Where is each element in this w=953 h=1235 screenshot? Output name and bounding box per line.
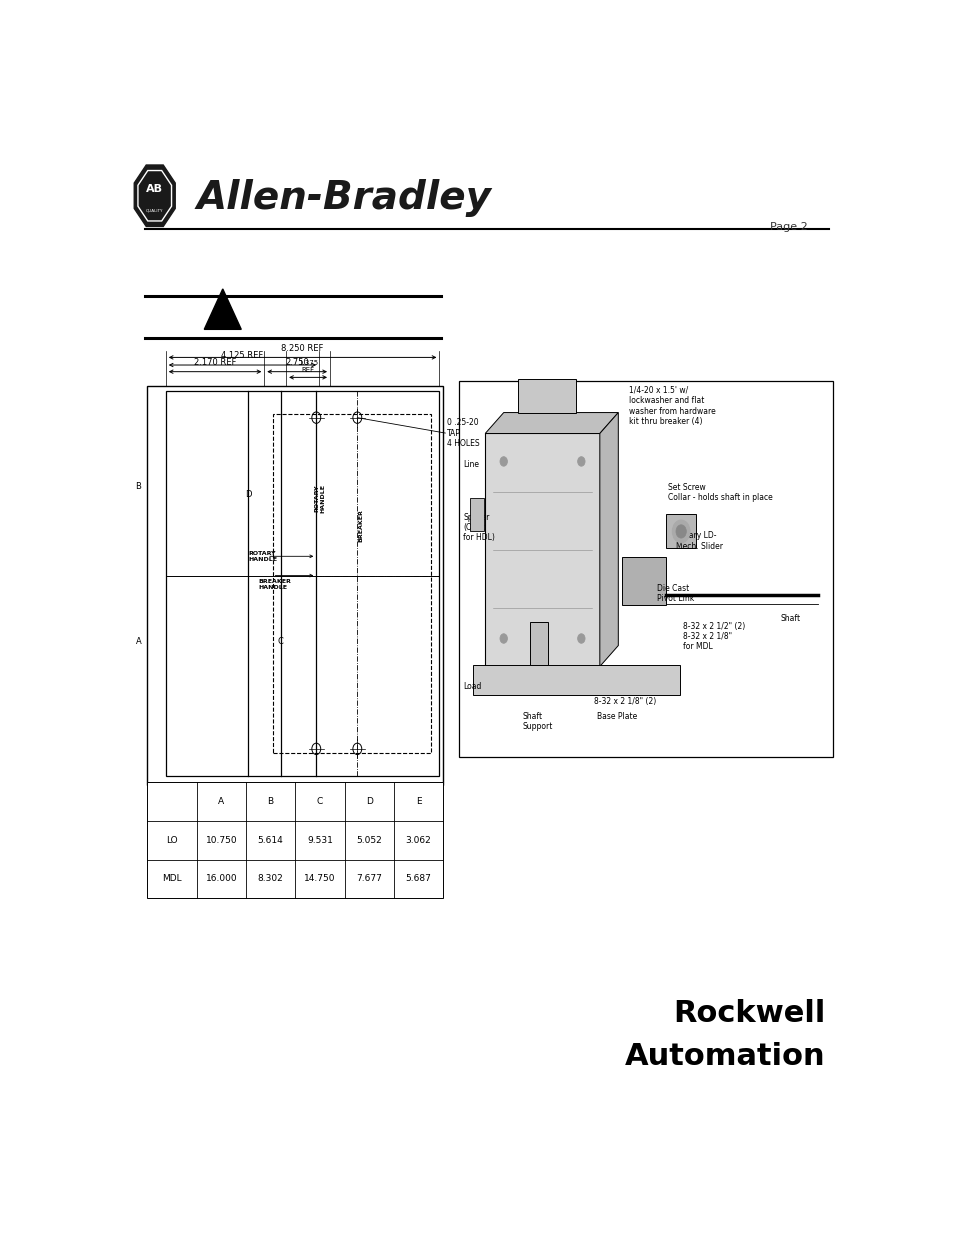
Bar (665, 514, 696, 547)
Circle shape (499, 634, 507, 643)
Polygon shape (485, 412, 618, 433)
Text: 14.750: 14.750 (304, 874, 335, 883)
Text: 5.687: 5.687 (405, 874, 431, 883)
Text: Allen-Bradley: Allen-Bradley (196, 179, 492, 216)
Bar (470, 498, 483, 531)
Circle shape (499, 457, 507, 466)
Text: Die Cast
Pivot Link: Die Cast Pivot Link (657, 584, 694, 604)
Text: B: B (135, 483, 141, 492)
Text: D: D (365, 798, 373, 806)
Bar (147, 783, 442, 898)
Bar (459, 382, 832, 757)
Text: Load: Load (462, 682, 481, 690)
Text: Set Screw
Collar - holds shaft in place: Set Screw Collar - holds shaft in place (668, 483, 772, 501)
Text: 8.302: 8.302 (257, 874, 283, 883)
Bar (166, 390, 439, 776)
Text: MDL: MDL (162, 874, 182, 883)
Bar (273, 414, 431, 752)
Text: Circuit
Breaker: Circuit Breaker (533, 385, 562, 405)
Bar (621, 557, 665, 605)
Text: A: A (135, 636, 141, 646)
Text: 5.614: 5.614 (257, 836, 283, 845)
Polygon shape (599, 412, 618, 667)
Circle shape (672, 520, 689, 543)
Bar (147, 385, 442, 785)
Text: C: C (277, 636, 283, 646)
Text: LO: LO (166, 836, 177, 845)
Circle shape (577, 457, 584, 466)
Text: 3.062: 3.062 (405, 836, 431, 845)
Text: Shaft: Shaft (780, 614, 800, 624)
Text: D: D (244, 490, 251, 499)
Text: C: C (316, 798, 323, 806)
Text: BREAKER: BREAKER (358, 509, 363, 542)
Text: QUALITY: QUALITY (146, 207, 163, 212)
Text: 8-32 x 2 1/2" (2)
8-32 x 2 1/8"
for MDL: 8-32 x 2 1/2" (2) 8-32 x 2 1/8" for MDL (682, 621, 745, 651)
Text: ROTARY
HANDLE: ROTARY HANDLE (314, 484, 325, 513)
Text: 2.750: 2.750 (285, 358, 309, 367)
Text: 2.170 REF: 2.170 REF (193, 358, 236, 367)
Text: AB: AB (146, 184, 163, 194)
Text: 0 .25-20
TAP
4 HOLES: 0 .25-20 TAP 4 HOLES (446, 419, 479, 448)
Text: Line: Line (462, 461, 478, 469)
Text: 5.052: 5.052 (355, 836, 381, 845)
Text: 8-32 x 2 1/8" (2): 8-32 x 2 1/8" (2) (593, 697, 656, 705)
Bar (472, 664, 679, 695)
Polygon shape (134, 165, 175, 226)
Text: 10.750: 10.750 (205, 836, 237, 845)
Text: E: E (416, 798, 421, 806)
Text: Rotary LD-
Mech. Slider: Rotary LD- Mech. Slider (675, 531, 722, 551)
Text: Rockwell: Rockwell (672, 999, 824, 1028)
Text: Spacer
(Omit
for HDL): Spacer (Omit for HDL) (462, 513, 495, 542)
Text: 1.375
REF: 1.375 REF (297, 359, 317, 373)
Polygon shape (204, 289, 241, 330)
Bar (485, 433, 599, 667)
Bar (518, 379, 576, 412)
Text: Base Plate: Base Plate (597, 711, 637, 721)
Bar (529, 621, 547, 664)
Text: Page 2: Page 2 (769, 222, 807, 232)
Text: 8.250 REF: 8.250 REF (281, 343, 323, 353)
Text: A: A (218, 798, 224, 806)
Text: Automation: Automation (624, 1041, 824, 1071)
Text: ROTARY
HANDLE: ROTARY HANDLE (248, 551, 276, 562)
Circle shape (577, 634, 584, 643)
Text: 1/4-20 x 1.5' w/
lockwasher and flat
washer from hardware
kit thru breaker (4): 1/4-20 x 1.5' w/ lockwasher and flat was… (629, 385, 716, 426)
Text: 4.125 REF: 4.125 REF (221, 351, 263, 361)
Circle shape (676, 525, 685, 538)
Text: 9.531: 9.531 (307, 836, 333, 845)
Polygon shape (138, 170, 172, 221)
Text: 7.677: 7.677 (355, 874, 382, 883)
Text: B: B (267, 798, 274, 806)
Text: Shaft
Support: Shaft Support (522, 711, 553, 731)
Text: BREAKER
HANDLE: BREAKER HANDLE (258, 579, 292, 590)
Text: 16.000: 16.000 (205, 874, 237, 883)
